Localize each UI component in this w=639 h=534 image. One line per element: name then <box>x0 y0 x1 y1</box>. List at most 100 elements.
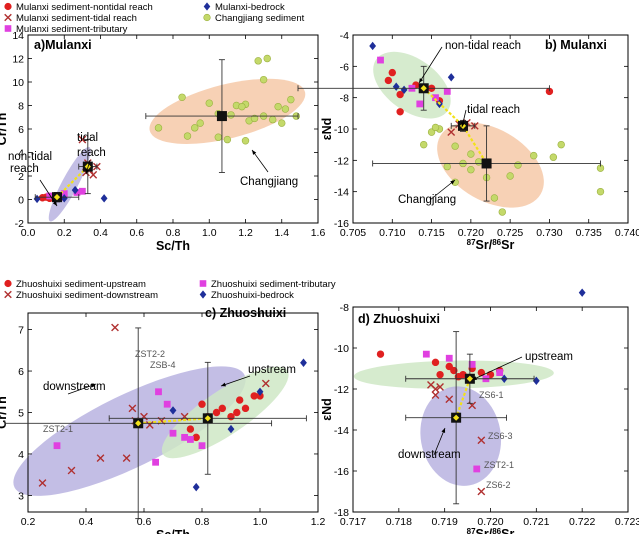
data-point <box>227 412 235 421</box>
annotation-arrow <box>39 179 58 207</box>
mean-marker-core <box>53 194 61 201</box>
arrow-head <box>91 383 96 388</box>
data-point <box>78 135 87 144</box>
data-point <box>377 56 384 64</box>
data-point <box>506 172 514 180</box>
x-tick-label: 0.721 <box>523 516 549 528</box>
mean-marker-core <box>466 375 473 382</box>
x-tick-label: 0.725 <box>497 227 523 239</box>
field-zone-ellipse <box>353 360 554 389</box>
data-point <box>155 388 162 396</box>
y-tick-label: 14 <box>12 30 24 42</box>
legend-marker-circle <box>4 279 12 288</box>
data-point <box>416 100 424 108</box>
legend-label: Mulanxi sediment-tributary <box>16 24 128 35</box>
x-tick-label: 0.722 <box>569 516 595 528</box>
data-point <box>60 194 68 203</box>
data-point <box>259 75 268 84</box>
data-point <box>268 115 277 124</box>
data-point <box>473 465 481 473</box>
data-point <box>447 128 456 137</box>
data-point <box>78 187 86 195</box>
data-point <box>514 161 522 169</box>
mean-connector <box>138 417 208 425</box>
annotation-label: reach <box>77 147 106 159</box>
legend-marker-diamond <box>199 290 207 299</box>
arrow-head <box>252 150 257 155</box>
data-point <box>281 105 290 113</box>
x-tick-label: 0.723 <box>615 516 639 528</box>
sample-label: ZS6-1 <box>479 390 504 400</box>
x-tick-label: 0.735 <box>576 227 602 239</box>
data-point <box>427 128 436 136</box>
legend-marker-square <box>4 25 12 32</box>
data-point <box>73 189 81 196</box>
y-axis-label: Cr/Th <box>0 113 9 146</box>
legend-marker-circle <box>4 2 12 11</box>
mean-connector <box>455 378 471 419</box>
data-point <box>392 82 400 91</box>
legend-top: Mulanxi sediment-nontidal reach Mulanxi s… <box>4 2 305 35</box>
arrow-head <box>472 376 477 380</box>
data-point <box>287 95 295 104</box>
panel-title: a)Mulanxi <box>34 38 92 52</box>
y-tick-label: -12 <box>334 155 349 167</box>
panel-title: d) Zhuoshuixi <box>358 312 440 326</box>
mean-marker <box>216 111 227 122</box>
data-point <box>152 458 159 466</box>
y-tick-label: -4 <box>340 30 349 42</box>
legend-label: Mulanxi sediment-nontidal reach <box>16 2 153 13</box>
annotation-label: reach <box>10 163 39 175</box>
data-point <box>183 132 192 140</box>
data-point <box>388 68 396 77</box>
series-mulanxi-sediment-nontidal-reach <box>384 68 554 116</box>
mean-connector <box>56 165 89 198</box>
data-point <box>369 41 377 51</box>
x-tick-label: 1.2 <box>311 516 326 528</box>
data-point <box>250 114 259 123</box>
data-point <box>467 166 475 174</box>
x-axis-label: Sc/Th <box>156 528 190 534</box>
data-point <box>96 454 105 462</box>
data-point <box>227 424 235 434</box>
y-tick-label: -14 <box>334 187 349 199</box>
legend-label: Changjiang sediment <box>215 13 305 24</box>
data-point <box>100 194 108 203</box>
x-tick-label: 0.740 <box>615 227 639 239</box>
data-point <box>53 442 61 450</box>
data-point <box>420 140 428 149</box>
data-point <box>256 387 264 396</box>
x-tick-label: 0.0 <box>21 227 36 239</box>
data-point <box>443 162 451 171</box>
mean-marker <box>481 158 492 169</box>
y-axis-label: εNd <box>320 118 334 141</box>
y-tick-label: -14 <box>334 425 349 437</box>
y-tick-label: 3 <box>18 490 24 502</box>
series-zhuoshuixi-sediment-tributary <box>53 388 206 466</box>
mean-connector <box>462 125 488 165</box>
data-point <box>192 482 200 492</box>
annotation-label: tidal reach <box>467 104 520 116</box>
arrow-head <box>419 78 424 83</box>
x-tick-label: 0.2 <box>21 516 36 528</box>
annotation-arrow <box>429 179 456 201</box>
series-mulanxi-bedrock <box>33 185 108 204</box>
x-tick-label: 0.4 <box>79 516 94 528</box>
x-tick-label: 1.6 <box>311 227 326 239</box>
legend-label: Mulanxi-bedrock <box>215 2 285 13</box>
x-tick-label: 0.4 <box>93 227 108 239</box>
y-tick-label: 8 <box>18 101 24 113</box>
data-point <box>445 354 453 362</box>
legend-label: Zhuoshuixi sediment-downstream <box>16 290 158 301</box>
data-point <box>46 192 54 200</box>
x-axis-label: 87Sr/86Sr <box>467 238 515 253</box>
sample-label: ZSB-4 <box>150 360 176 370</box>
x-axis-label: Sc/Th <box>156 239 190 253</box>
data-point <box>71 185 79 195</box>
data-point <box>178 93 186 101</box>
sample-label: ZS6-3 <box>488 431 513 441</box>
chart-panel-a: 0.0 0.2 0.4 0.6 0.8 1.0 1.2 1.4 1.6 -2 0 2 4 6 8 10 12 14… <box>0 30 325 253</box>
series-zhuoshuixi-sediment-downstream <box>38 323 270 487</box>
